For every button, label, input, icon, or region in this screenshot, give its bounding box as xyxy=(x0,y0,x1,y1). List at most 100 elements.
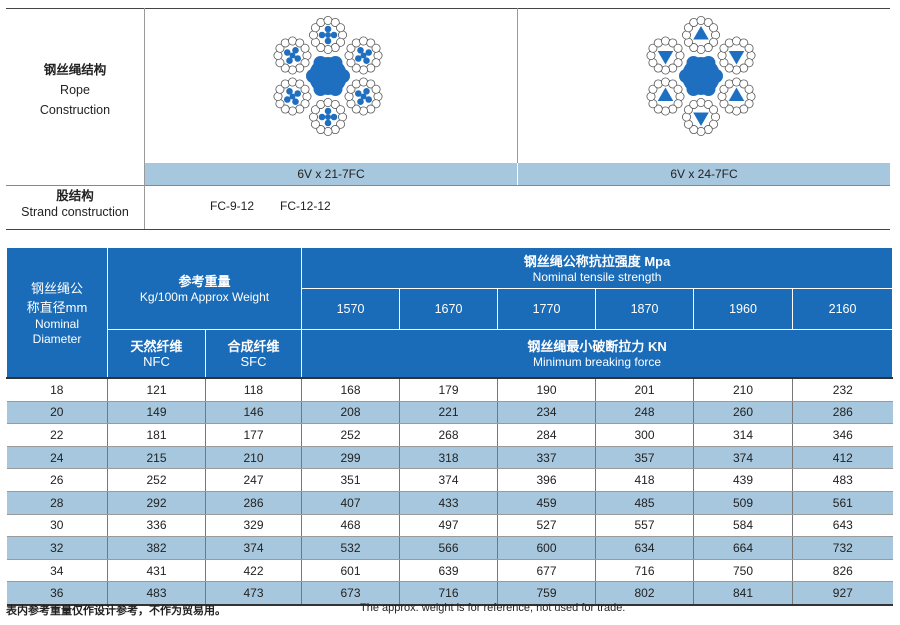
inner-wire xyxy=(324,119,332,127)
table-cell: 336 xyxy=(107,514,206,538)
table-cell: 673 xyxy=(301,581,400,606)
strand xyxy=(344,36,383,75)
outer-wire xyxy=(673,84,683,94)
table-cell: 527 xyxy=(497,514,596,538)
table-cell: 826 xyxy=(791,559,893,583)
inner-wire xyxy=(324,25,332,33)
rope-cross-section-6v24 xyxy=(646,16,756,137)
table-row: 32 382 374 532 566 600 634 664 732 xyxy=(6,536,893,560)
outer-wire xyxy=(673,58,683,68)
outer-wire xyxy=(300,84,310,94)
outer-wire xyxy=(351,63,361,73)
table-cell: 232 xyxy=(791,376,893,402)
outer-wire xyxy=(275,43,285,53)
table-cell: 485 xyxy=(595,491,694,515)
inner-wire xyxy=(286,88,293,95)
table-row: 28 292 286 407 433 459 485 509 561 xyxy=(6,491,893,515)
inner-wire xyxy=(357,47,364,54)
outer-wire xyxy=(351,104,361,114)
outer-wire xyxy=(336,37,346,47)
table-cell: 210 xyxy=(205,446,302,470)
table-cell: 431 xyxy=(107,559,206,583)
core-lobe xyxy=(328,56,343,71)
table-cell: 32 xyxy=(6,536,108,560)
outer-wire xyxy=(336,119,346,129)
outer-wire xyxy=(744,84,754,94)
outer-wire xyxy=(371,43,381,53)
outer-wire xyxy=(744,58,754,68)
triangular-core xyxy=(693,26,709,40)
diameter-header-en-1: Nominal xyxy=(34,316,79,331)
table-cell: 248 xyxy=(595,401,694,425)
core-lobe xyxy=(679,69,693,83)
strand-label-en: Strand construction xyxy=(21,205,129,219)
center-wire xyxy=(289,52,296,59)
construction-band: 6V x 21-7FC 6V x 24-7FC xyxy=(145,163,890,185)
table-cell: 121 xyxy=(107,376,206,402)
tensile-strength-header: 钢丝绳公称抗拉强度 Mpa Nominal tensile strength xyxy=(300,247,894,289)
outer-wire xyxy=(295,38,305,48)
outer-wire xyxy=(300,58,310,68)
table-cell: 28 xyxy=(6,491,108,515)
strand xyxy=(273,36,312,75)
inner-wire xyxy=(318,113,326,121)
inner-wire xyxy=(294,90,301,97)
inner-wire xyxy=(292,98,299,105)
rope-construction-label: 钢丝绳结构 Rope Construction xyxy=(6,60,144,120)
diameter-header-cn-2: 称直径mm xyxy=(26,299,88,315)
outer-wire xyxy=(336,23,346,33)
inner-wire xyxy=(355,55,362,62)
table-cell: 732 xyxy=(791,536,893,560)
table-cell: 329 xyxy=(205,514,302,538)
table-body: 18 121 118 168 179 190 201 210 232 20 149 146 208 221… xyxy=(6,376,893,606)
outer-wire xyxy=(739,38,749,48)
outer-wire xyxy=(744,43,754,53)
center-wire xyxy=(325,32,331,38)
center-wire xyxy=(360,52,367,59)
inner-wire xyxy=(365,96,372,103)
table-cell: 252 xyxy=(107,468,206,492)
strand xyxy=(681,97,720,137)
table-cell: 566 xyxy=(399,536,498,560)
inner-wire xyxy=(330,31,338,39)
outer-wire xyxy=(719,84,729,94)
table-cell: 300 xyxy=(595,423,694,447)
triangular-core xyxy=(657,51,674,65)
rope-label-en-2: Construction xyxy=(39,103,111,117)
outer-wire xyxy=(744,99,754,109)
table-cell: 22 xyxy=(6,423,108,447)
strand-value-1: FC-9-12 xyxy=(210,199,255,213)
sfc-header: 合成纤维 SFC xyxy=(205,329,302,379)
table-cell: 750 xyxy=(693,559,793,583)
table-cell: 497 xyxy=(399,514,498,538)
strand xyxy=(273,77,312,116)
table-cell: 181 xyxy=(107,423,206,447)
bottom-border xyxy=(6,229,890,230)
inner-wire xyxy=(357,98,364,105)
outer-wire xyxy=(346,84,356,94)
core-lobe xyxy=(336,69,350,83)
table-cell: 260 xyxy=(693,401,793,425)
strand xyxy=(717,77,756,116)
rope-label-cn: 钢丝绳结构 xyxy=(43,63,107,77)
outer-wire xyxy=(689,125,699,135)
outer-wire xyxy=(295,79,305,89)
triangular-core xyxy=(693,112,709,126)
table-cell: 561 xyxy=(791,491,893,515)
table-cell: 234 xyxy=(497,401,596,425)
weight-header-cn: 参考重量 xyxy=(178,274,231,289)
outer-wire xyxy=(316,125,326,135)
footnote-cn: 表内参考重量仅作设计参考，不作为贸易用。 xyxy=(6,605,226,617)
table-cell: 716 xyxy=(595,559,694,583)
table-row: 36 483 473 673 716 759 802 841 927 xyxy=(6,581,893,606)
table-cell: 433 xyxy=(399,491,498,515)
outer-wire xyxy=(724,63,734,73)
diameter-header-en-2: Diameter xyxy=(32,331,82,346)
table-cell: 210 xyxy=(693,376,793,402)
table-cell: 374 xyxy=(399,468,498,492)
table-cell: 346 xyxy=(791,423,893,447)
table-row: 18 121 118 168 179 190 201 210 232 xyxy=(6,376,893,402)
table-cell: 639 xyxy=(399,559,498,583)
inner-wire xyxy=(324,107,332,115)
outer-wire xyxy=(310,23,320,33)
